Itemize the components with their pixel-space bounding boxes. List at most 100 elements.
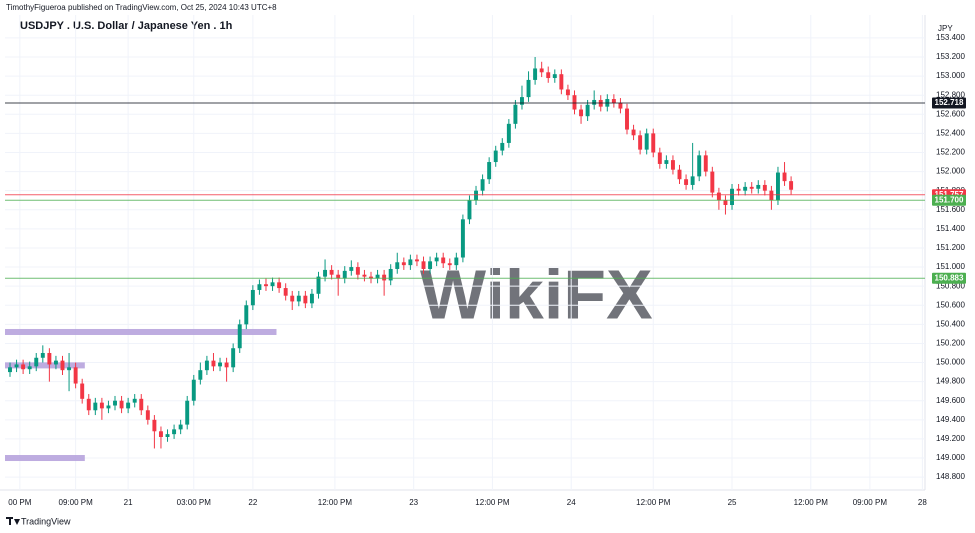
x-tick-label: 22 [248, 498, 257, 507]
candle-body [684, 179, 689, 185]
candle-body [454, 257, 459, 266]
candle-body [441, 257, 446, 264]
candle-body [244, 305, 249, 325]
candle-body [480, 179, 485, 191]
candle-body [690, 176, 695, 185]
candle-body [178, 424, 183, 430]
candle-body [618, 102, 623, 109]
candle-body [99, 402, 104, 409]
candle-body [382, 274, 387, 281]
x-tick-label: 23 [409, 498, 418, 507]
x-tick-label: 00 PM [8, 498, 31, 507]
price-level-tag [932, 97, 966, 109]
candle-body [80, 383, 85, 399]
candle-body [86, 398, 91, 411]
candle-body [730, 188, 734, 205]
candle-body [264, 284, 268, 287]
y-tick-label: 150.200 [936, 339, 965, 348]
candle-body [775, 172, 780, 201]
candle-body [34, 357, 39, 367]
candle-body [539, 68, 544, 73]
candle-body [342, 270, 347, 279]
y-tick-label: 151.400 [936, 224, 965, 233]
candle-body [506, 123, 511, 143]
x-tick-label: 12:00 PM [636, 498, 671, 507]
candle-body [487, 162, 492, 180]
candle-body [467, 200, 472, 220]
candle-body [513, 104, 518, 124]
candle-body [158, 431, 163, 438]
x-tick-label: 24 [567, 498, 576, 507]
candle-body [546, 72, 551, 79]
candle-body [520, 97, 524, 105]
y-tick-label: 150.800 [936, 281, 965, 290]
y-tick-label: 152.000 [936, 167, 965, 176]
candle-body [237, 324, 242, 349]
candle-body [198, 370, 203, 380]
candle-body [290, 295, 295, 302]
candle-body [375, 274, 380, 279]
x-tick-label: 09:00 PM [853, 498, 888, 507]
candle-body [349, 267, 354, 271]
x-tick-label: 12:00 PM [794, 498, 829, 507]
candle-body [644, 133, 649, 150]
candle-body [53, 360, 58, 365]
y-tick-label: 152.400 [936, 129, 965, 138]
candle-body [250, 289, 255, 306]
x-tick-label: 25 [728, 498, 737, 507]
x-tick-label: 28 [918, 498, 927, 507]
candle-body [428, 261, 433, 269]
candle-body [677, 169, 682, 180]
y-tick-label: 149.400 [936, 415, 965, 424]
candle-body [716, 192, 721, 201]
price-level-label: 152.718 [935, 98, 964, 107]
y-tick-label: 152.600 [936, 109, 965, 118]
candle-body [533, 68, 538, 80]
x-tick-label: 12:00 PM [318, 498, 353, 507]
watermark: WikiFX [420, 255, 653, 333]
currency: JPY [938, 24, 953, 33]
zone [5, 328, 277, 335]
candle-body [60, 360, 65, 371]
candle-body [769, 190, 774, 201]
y-tick-label: 150.000 [936, 358, 965, 367]
candle-body [132, 398, 137, 403]
candle-body [395, 262, 400, 269]
price-level-tag [932, 272, 966, 284]
candle-body [579, 109, 584, 117]
candle-body [782, 172, 787, 182]
candle-body [500, 142, 505, 151]
candle-body [27, 366, 32, 370]
candle-body [664, 160, 669, 164]
candle-body [191, 379, 196, 401]
candle-body [493, 150, 498, 163]
candle-body [231, 348, 236, 368]
candle-body [323, 269, 328, 277]
candle-body [408, 259, 413, 266]
y-tick-label: 149.600 [936, 396, 965, 405]
candle-body [743, 186, 748, 191]
candle-body [316, 276, 321, 294]
candle-body [657, 152, 662, 164]
candle-body [185, 400, 190, 425]
candle-body [106, 405, 111, 409]
footer-logo [6, 517, 20, 525]
candle-body [47, 352, 52, 365]
candle-body [414, 259, 419, 262]
candle-body [565, 89, 570, 96]
y-tick-label: 151.600 [936, 205, 965, 214]
candle-body [139, 398, 144, 411]
candle-body [638, 135, 643, 150]
y-tick-label: 153.200 [936, 52, 965, 61]
candle-body [113, 400, 117, 406]
candle-body [697, 155, 702, 177]
candle-body [447, 263, 452, 266]
candle-body [218, 362, 223, 367]
candle-body [749, 186, 754, 189]
candle-body [211, 360, 216, 367]
candle-body [388, 268, 393, 281]
x-tick-label: 09:00 PM [59, 498, 94, 507]
candle-body [172, 429, 177, 435]
